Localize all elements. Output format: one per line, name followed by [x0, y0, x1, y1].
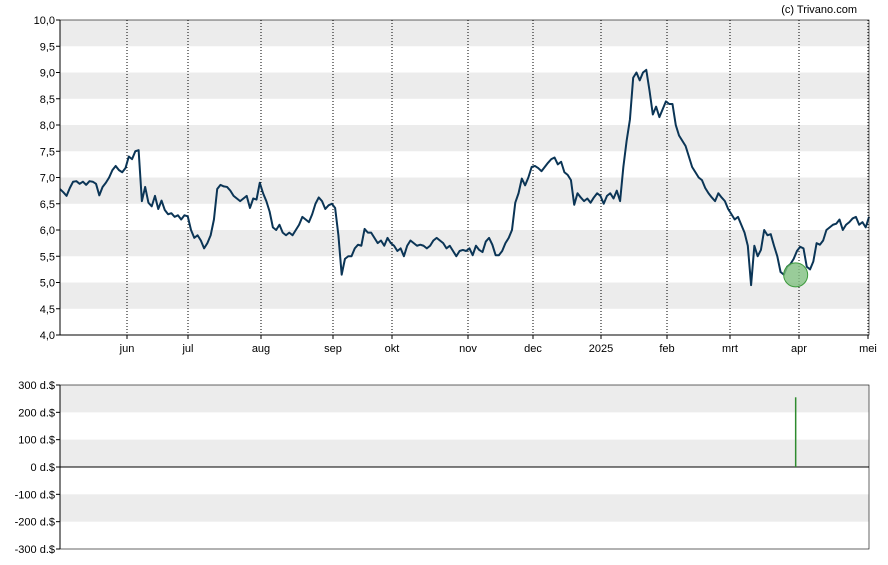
credit-label: (c) Trivano.com — [781, 4, 857, 16]
price-y-tick-label: 9,0 — [40, 68, 55, 80]
price-frame — [59, 19, 870, 336]
price-y-tick-label: 9,5 — [40, 41, 55, 53]
price-y-tick-label: 5,0 — [40, 278, 55, 290]
price-x-tick-label: jun — [119, 343, 135, 355]
price-x-tick-label: okt — [385, 343, 400, 355]
volume-y-tick-label: -100 d.$ — [15, 489, 55, 501]
price-y-tick-label: 10,0 — [34, 15, 55, 27]
volume-y-tick-label: 200 d.$ — [18, 407, 55, 419]
price-x-tick-label: dec — [524, 343, 542, 355]
price-band — [60, 20, 869, 47]
price-bands — [60, 20, 869, 309]
volume-frame — [59, 384, 870, 550]
volume-y-tick-label: 0 d.$ — [31, 462, 55, 474]
volume-y-axis: 300 d.$ 200 d.$ 100 d.$ 0 d.$ -100 d.$ -200 d… — [15, 380, 869, 556]
price-y-axis: 4,0 4,5 5,0 5,5 6,0 6,5 7,0 7,5 8,0 8,5 9,0 9,5 10,0 — [34, 15, 61, 342]
price-y-tick-label: 8,5 — [40, 94, 55, 106]
volume-y-tick-label: 100 d.$ — [18, 435, 55, 447]
price-x-tick-label: feb — [659, 343, 674, 355]
price-band — [60, 230, 869, 257]
volume-y-tick-label: -200 d.$ — [15, 517, 55, 529]
price-x-tick-label: sep — [324, 343, 342, 355]
price-chart-panel: 4,0 4,5 5,0 5,5 6,0 6,5 7,0 7,5 8,0 8,5 9,0 9,5 10,0… — [34, 15, 877, 355]
volume-chart-panel: 300 d.$ 200 d.$ 100 d.$ 0 d.$ -100 d.$ -200 d… — [15, 380, 870, 556]
price-y-tick-label: 6,5 — [40, 199, 55, 211]
event-marker — [783, 262, 809, 288]
price-x-tick-label: aug — [252, 343, 270, 355]
price-x-tick-label: mrt — [722, 343, 738, 355]
price-band — [60, 72, 869, 99]
volume-band — [60, 494, 869, 522]
volume-bands — [60, 385, 869, 522]
price-y-tick-label: 4,5 — [40, 304, 55, 316]
price-y-tick-label: 8,0 — [40, 120, 55, 132]
price-x-tick-label: 2025 — [589, 343, 613, 355]
price-band — [60, 125, 869, 152]
price-x-tick-label: jul — [181, 343, 193, 355]
volume-band — [60, 385, 869, 413]
volume-band — [60, 439, 869, 467]
price-x-axis: jun jul aug sep okt nov dec 2025 feb mrt apr mei — [60, 334, 877, 355]
price-series-line — [59, 68, 870, 287]
volume-y-tick-label: 300 d.$ — [18, 380, 55, 392]
price-x-tick-label: mei — [859, 343, 877, 355]
price-y-tick-label: 4,0 — [40, 330, 55, 342]
price-band — [60, 282, 869, 309]
price-y-tick-label: 7,0 — [40, 173, 55, 185]
price-y-tick-label: 5,5 — [40, 251, 55, 263]
price-band — [60, 177, 869, 204]
price-y-tick-label: 7,5 — [40, 146, 55, 158]
price-x-tick-label: nov — [459, 343, 477, 355]
price-y-tick-label: 6,0 — [40, 225, 55, 237]
price-x-tick-label: apr — [791, 343, 807, 355]
volume-y-tick-label: -300 d.$ — [15, 544, 55, 556]
